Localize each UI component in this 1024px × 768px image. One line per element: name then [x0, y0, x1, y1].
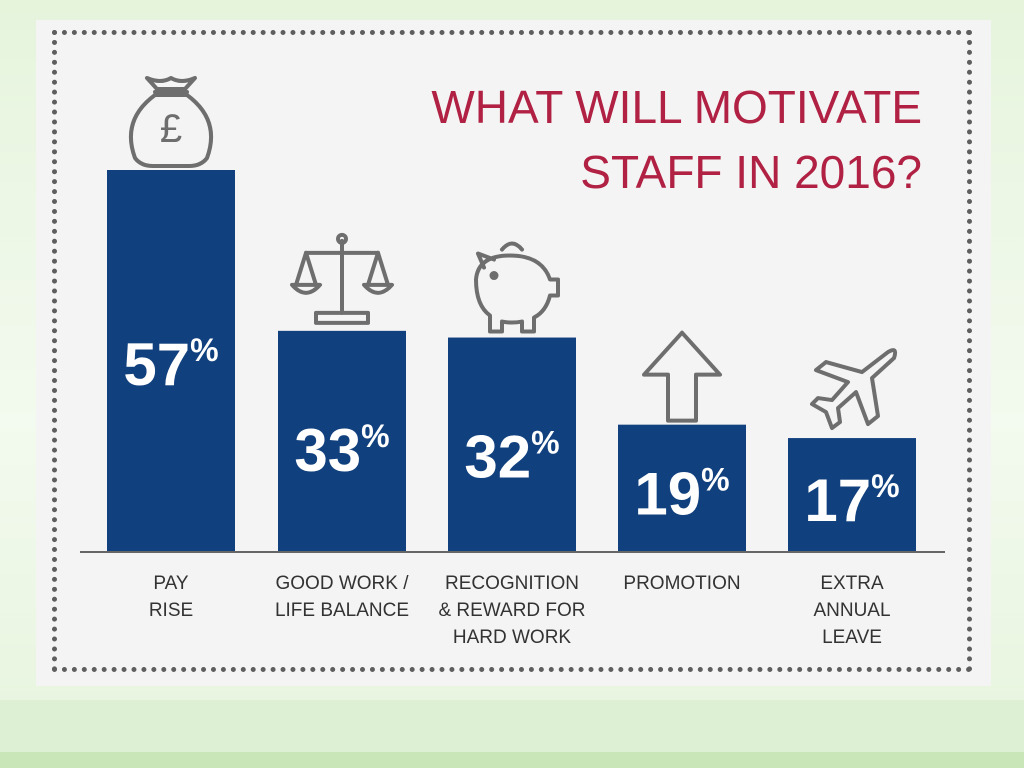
bar-2 — [278, 330, 406, 552]
bar-value-label: 33% — [294, 417, 389, 484]
bar-3 — [448, 337, 576, 552]
footer-band-bottom — [0, 752, 1024, 768]
category-label: RISE — [149, 600, 193, 621]
bar-value-label: 57% — [123, 331, 218, 398]
chart-title-line-1: WHAT WILL MOTIVATE — [431, 81, 922, 133]
bar-value-label: 32% — [464, 424, 559, 491]
scales-icon — [290, 232, 394, 325]
airplane-icon — [810, 348, 898, 431]
bar-4 — [618, 424, 746, 552]
piggy-bank-icon — [474, 241, 560, 334]
chart-title-line-2: STAFF IN 2016? — [580, 146, 922, 198]
up-arrow-icon — [642, 330, 722, 423]
category-label: ANNUAL — [813, 600, 890, 621]
bars-layer: 57% PAY RISE £33% GOOD WORK / LIFE BALANCE 32%… — [107, 76, 916, 648]
bar-1 — [107, 170, 235, 552]
category-label: RECOGNITION — [445, 573, 579, 594]
category-label: PAY — [153, 573, 189, 594]
category-label: EXTRA — [820, 573, 884, 594]
bar-5 — [788, 438, 916, 552]
category-label: HARD WORK — [453, 627, 572, 648]
category-label: LEAVE — [822, 627, 882, 648]
footer-band — [0, 700, 1024, 752]
category-label: PROMOTION — [623, 573, 740, 594]
bar-value-label: 17% — [804, 467, 899, 534]
category-label: GOOD WORK / — [276, 573, 410, 594]
category-label: LIFE BALANCE — [275, 600, 409, 621]
bar-value-label: 19% — [634, 460, 729, 527]
svg-text:£: £ — [160, 107, 182, 151]
category-label: & REWARD FOR — [438, 600, 585, 621]
money-bag-icon: £ — [129, 76, 213, 168]
dotted-frame — [52, 30, 972, 672]
